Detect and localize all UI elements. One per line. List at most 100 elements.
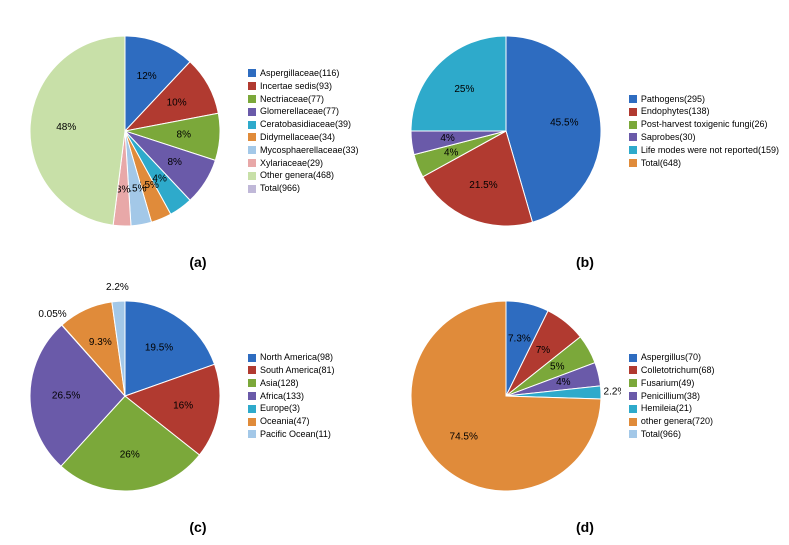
legend-swatch: [248, 95, 256, 103]
slice-label: 26.5%: [52, 390, 80, 401]
legend-label: Pathogens(295): [641, 94, 705, 105]
legend-label: Fusarium(49): [641, 378, 695, 389]
legend-swatch: [248, 69, 256, 77]
chart-area-d: 7.3% 7% 5% 4% 2.2% 74.5% Aspergillus(70) Colle…: [391, 275, 779, 517]
legend-label: Incertae sedis(93): [260, 81, 332, 92]
pie-slice: [30, 36, 125, 225]
legend-swatch: [629, 430, 637, 438]
legend-label: Life modes were not reported(159): [641, 145, 779, 156]
legend-item: South America(81): [248, 365, 335, 376]
legend-swatch: [248, 133, 256, 141]
legend-swatch: [248, 185, 256, 193]
pie-b: 45.5% 21.5% 4% 4% 25%: [391, 16, 621, 246]
slice-label: 21.5%: [469, 180, 497, 191]
legend-swatch: [248, 366, 256, 374]
panel-a: 12%10%8%8%4%3.5%3.5%3%48% Aspergillaceae…: [10, 10, 386, 270]
legend-item: Aspergillaceae(116): [248, 68, 359, 79]
legend-swatch: [248, 354, 256, 362]
legend-label: Total(648): [641, 158, 681, 169]
slice-label: 8%: [168, 157, 183, 168]
legend-swatch: [629, 146, 637, 154]
legend-item: Xylariaceae(29): [248, 158, 359, 169]
legend-c: North America(98) South America(81) Asia(1…: [248, 352, 335, 440]
pie-d: 7.3% 7% 5% 4% 2.2% 74.5%: [391, 281, 621, 511]
legend-swatch: [629, 133, 637, 141]
slice-label: 25%: [454, 84, 474, 95]
legend-item: Nectriaceae(77): [248, 94, 359, 105]
chart-area-a: 12%10%8%8%4%3.5%3.5%3%48% Aspergillaceae…: [10, 10, 386, 252]
legend-label: Saprobes(30): [641, 132, 696, 143]
legend-label: Xylariaceae(29): [260, 158, 323, 169]
legend-label: Mycosphaerellaceae(33): [260, 145, 359, 156]
panel-label-d: (d): [391, 519, 779, 535]
legend-swatch: [248, 392, 256, 400]
legend-d: Aspergillus(70) Colletotrichum(68) Fusariu…: [629, 352, 715, 440]
pie-a: 12%10%8%8%4%3.5%3.5%3%48%: [10, 16, 240, 246]
legend-item: Hemileia(21): [629, 403, 715, 414]
legend-swatch: [248, 121, 256, 129]
chart-grid: 12%10%8%8%4%3.5%3.5%3%48% Aspergillaceae…: [10, 10, 779, 535]
legend-label: Didymellaceae(34): [260, 132, 335, 143]
panel-label-b: (b): [391, 254, 779, 270]
legend-label: Colletotrichum(68): [641, 365, 715, 376]
legend-label: Europe(3): [260, 403, 300, 414]
legend-item: Saprobes(30): [629, 132, 779, 143]
legend-item: other genera(720): [629, 416, 715, 427]
slice-label: 4%: [444, 147, 459, 158]
legend-swatch: [629, 379, 637, 387]
legend-swatch: [629, 418, 637, 426]
legend-swatch: [629, 108, 637, 116]
legend-label: Nectriaceae(77): [260, 94, 324, 105]
legend-label: Penicillium(38): [641, 391, 700, 402]
legend-item: Pathogens(295): [629, 94, 779, 105]
legend-swatch: [629, 95, 637, 103]
legend-swatch: [629, 405, 637, 413]
slice-label: 12%: [137, 71, 157, 82]
legend-item: Glomerellaceae(77): [248, 106, 359, 117]
slice-label: 5%: [550, 362, 565, 373]
legend-swatch: [629, 121, 637, 129]
slice-label: 74.5%: [449, 432, 477, 443]
slice-label: 4%: [556, 377, 571, 388]
legend-item: North America(98): [248, 352, 335, 363]
slice-label: 48%: [56, 122, 76, 133]
legend-item: Africa(133): [248, 391, 335, 402]
legend-item: Total(966): [629, 429, 715, 440]
legend-swatch: [248, 159, 256, 167]
legend-item: Fusarium(49): [629, 378, 715, 389]
slice-label: 45.5%: [550, 117, 578, 128]
legend-label: Ceratobasidiaceae(39): [260, 119, 351, 130]
slice-label: 26%: [120, 449, 140, 460]
pie-c: 19.5%16%26%26.5%0.05%9.3%2.2%: [10, 281, 240, 511]
slice-label: 16%: [173, 400, 193, 411]
legend-item: Ceratobasidiaceae(39): [248, 119, 359, 130]
legend-item: Asia(128): [248, 378, 335, 389]
legend-item: Mycosphaerellaceae(33): [248, 145, 359, 156]
legend-b: Pathogens(295)Endophytes(138) Post-harves…: [629, 94, 779, 169]
legend-item: Aspergillus(70): [629, 352, 715, 363]
legend-label: Oceania(47): [260, 416, 310, 427]
legend-label: Pacific Ocean(11): [260, 429, 331, 440]
legend-item: Other genera(468): [248, 170, 359, 181]
legend-label: Endophytes(138): [641, 106, 710, 117]
legend-swatch: [629, 159, 637, 167]
legend-item: Life modes were not reported(159): [629, 145, 779, 156]
legend-item: Incertae sedis(93): [248, 81, 359, 92]
legend-label: Post-harvest toxigenic fungi(26): [641, 119, 768, 130]
panel-label-a: (a): [10, 254, 386, 270]
legend-swatch: [248, 146, 256, 154]
slice-label: 2.2%: [106, 282, 129, 293]
slice-label: 7%: [536, 345, 551, 356]
legend-item: Europe(3): [248, 403, 335, 414]
slice-label: 4%: [440, 133, 455, 144]
legend-label: Africa(133): [260, 391, 304, 402]
slice-label: 8%: [177, 129, 192, 140]
legend-label: Aspergillus(70): [641, 352, 701, 363]
legend-label: Total(966): [260, 183, 300, 194]
legend-label: Hemileia(21): [641, 403, 692, 414]
panel-label-c: (c): [10, 519, 386, 535]
slice-label: 2.2%: [603, 387, 620, 398]
legend-item: Oceania(47): [248, 416, 335, 427]
slice-label: 7.3%: [508, 333, 531, 344]
legend-swatch: [248, 405, 256, 413]
